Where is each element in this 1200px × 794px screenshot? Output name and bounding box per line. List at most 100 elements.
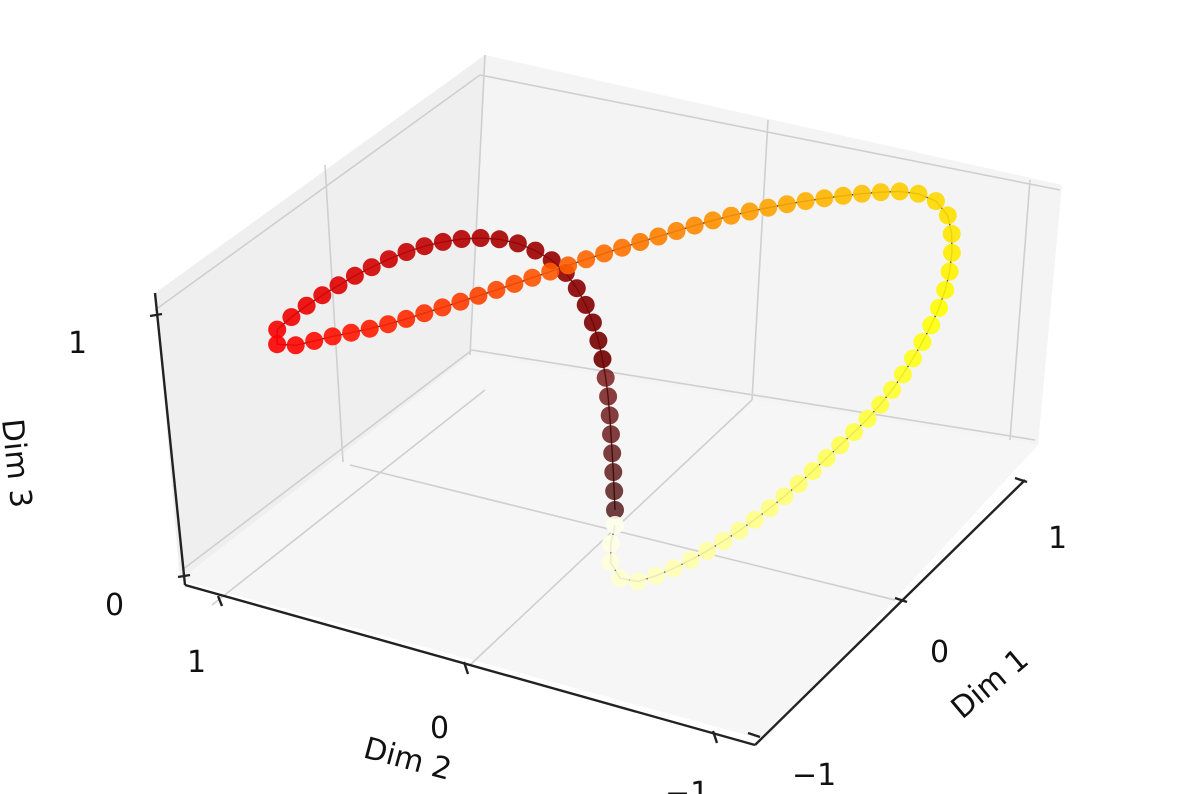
tick-marks [149, 312, 1028, 744]
data-point [831, 436, 850, 455]
data-point [759, 198, 778, 217]
data-point [649, 227, 668, 246]
data-point [559, 256, 578, 275]
data-point [604, 463, 623, 482]
data-point [815, 189, 834, 208]
axis-edges [153, 292, 1026, 747]
data-point [583, 313, 602, 332]
data-point [526, 241, 545, 260]
data-point [789, 474, 808, 493]
data-point [379, 250, 398, 269]
data-point [834, 186, 853, 205]
y-tick-neg1: −1 [665, 776, 709, 794]
data-point [567, 279, 586, 298]
x-tick-neg1: −1 [792, 758, 836, 793]
data-point [505, 274, 524, 293]
x-axis-line [754, 479, 1026, 746]
data-point [313, 286, 332, 305]
data-point [397, 309, 416, 328]
series-line [276, 190, 953, 583]
z-tick-0: 0 [105, 588, 124, 623]
data-point [936, 281, 955, 299]
data-point [379, 315, 398, 334]
data-point [817, 449, 836, 468]
data-point [845, 423, 863, 442]
data-point [360, 319, 379, 338]
data-point [268, 320, 287, 339]
data-point [606, 501, 624, 519]
data-point [345, 266, 364, 285]
data-point [601, 553, 620, 572]
data-point [909, 184, 928, 203]
data-point [685, 216, 704, 235]
data-point [595, 244, 614, 263]
y-axis-line [184, 583, 756, 747]
data-point [602, 425, 620, 444]
data-point [890, 182, 909, 201]
data-point [852, 184, 871, 203]
data-point [397, 243, 416, 261]
data-point [305, 331, 324, 350]
data-point [926, 192, 945, 211]
data-series [268, 182, 961, 591]
data-point [871, 395, 890, 414]
data-point [796, 192, 815, 211]
data-point [858, 409, 877, 428]
data-point [803, 462, 822, 481]
data-point [362, 258, 381, 277]
data-point [576, 295, 595, 314]
data-point [722, 206, 741, 225]
data-point [760, 499, 779, 518]
data-point [893, 365, 912, 384]
data-point [329, 276, 348, 295]
data-point [596, 368, 615, 387]
data-point [740, 202, 759, 221]
data-point [415, 304, 434, 323]
data-point [593, 350, 612, 369]
data-point [667, 222, 686, 240]
data-point [703, 211, 722, 230]
z-axis-label: Dim 3 [0, 417, 38, 509]
data-point [913, 333, 932, 351]
data-point [942, 243, 961, 262]
x-tick-0: 0 [930, 635, 949, 670]
data-point [871, 183, 890, 202]
data-point [451, 292, 470, 311]
data-point [942, 224, 961, 243]
z-axis-line [153, 292, 187, 586]
data-point [297, 296, 316, 315]
data-point [777, 195, 796, 214]
data-point [433, 298, 452, 317]
data-point [922, 316, 941, 335]
y-tick-1: 1 [187, 645, 206, 680]
data-point [282, 308, 301, 327]
data-point [603, 444, 622, 463]
data-point [698, 541, 717, 560]
data-point [904, 349, 922, 368]
data-point [930, 298, 948, 317]
data-point [883, 380, 901, 399]
data-point [647, 566, 666, 585]
data-point [490, 230, 509, 249]
data-point [605, 482, 624, 501]
data-point [469, 286, 488, 305]
data-point [487, 280, 506, 299]
data-point [745, 510, 764, 529]
data-point [286, 336, 305, 355]
data-point [433, 232, 452, 251]
data-point [589, 331, 608, 350]
x-axis-label: Dim 1 [945, 642, 1036, 726]
data-point [629, 572, 648, 591]
y-tick-0: 0 [430, 711, 449, 746]
data-point [613, 238, 632, 257]
data-point [415, 237, 434, 256]
data-point [523, 268, 542, 287]
data-point [471, 229, 490, 247]
z-tick-1: 1 [68, 326, 87, 361]
data-point [681, 551, 700, 570]
data-point [577, 250, 596, 269]
data-point [541, 262, 560, 281]
data-point [452, 230, 471, 248]
data-point [611, 569, 630, 588]
